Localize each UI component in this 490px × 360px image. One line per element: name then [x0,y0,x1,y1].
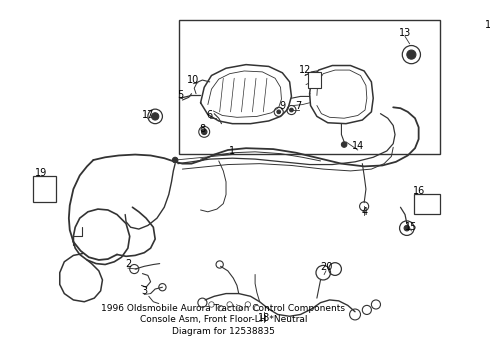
Text: 12: 12 [299,65,311,75]
Text: 19: 19 [35,168,47,178]
Text: 20: 20 [320,262,332,272]
Text: 7: 7 [295,102,302,111]
Circle shape [201,129,207,135]
Text: 5: 5 [177,90,184,100]
Text: 17: 17 [142,109,154,120]
Bar [308,72,321,88]
Text: 1996 Oldsmobile Aurora Traction Control Components
Console Asm, Front Floor-LH *: 1996 Oldsmobile Aurora Traction Control … [101,304,345,336]
Text: 2: 2 [125,260,131,270]
Bar [33,176,56,202]
Text: 8: 8 [199,124,205,134]
Text: 11: 11 [485,20,490,30]
Text: 9: 9 [279,102,285,111]
Bar [414,194,440,213]
Bar [179,20,441,154]
Text: 10: 10 [187,75,199,85]
Circle shape [342,142,347,147]
Text: 1: 1 [229,146,236,156]
Text: 16: 16 [413,186,425,196]
Text: 6: 6 [207,109,213,120]
Circle shape [407,50,416,59]
Text: 15: 15 [405,222,417,232]
Circle shape [277,110,281,114]
Circle shape [172,157,178,163]
Text: 18: 18 [258,313,270,323]
Text: 3: 3 [141,286,147,296]
Text: 4: 4 [361,207,367,217]
Circle shape [404,225,410,231]
Circle shape [290,108,293,112]
Text: 14: 14 [352,141,364,152]
Circle shape [151,113,159,120]
Text: 13: 13 [399,28,411,38]
